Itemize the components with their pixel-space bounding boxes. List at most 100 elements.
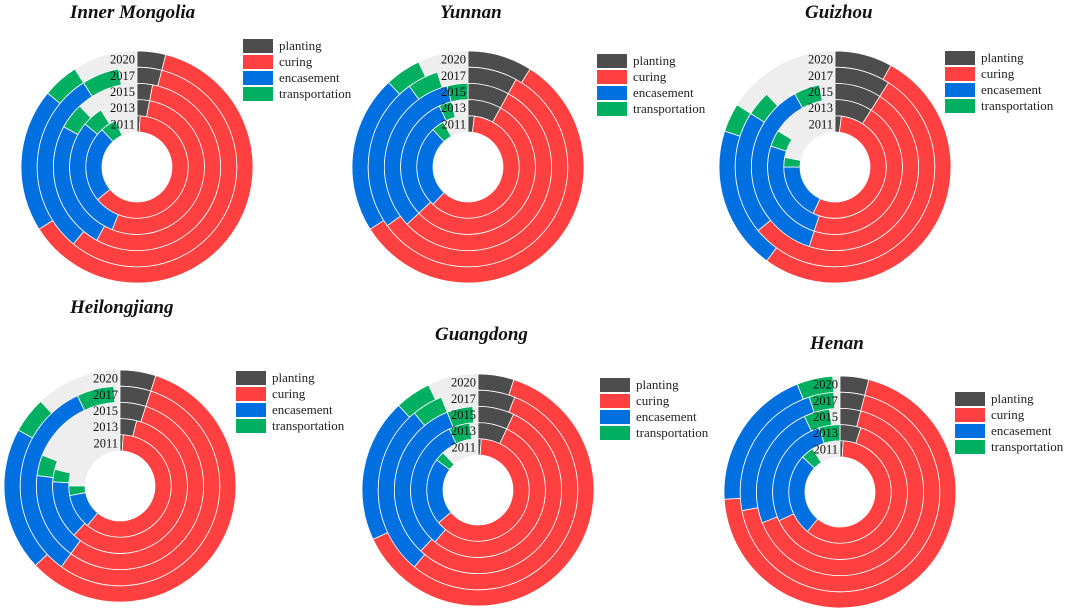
legend-swatch: [600, 378, 630, 392]
legend-item-planting: planting: [600, 377, 708, 393]
legend: planting curing encasement transportation: [600, 377, 708, 441]
year-label: 2011: [110, 117, 135, 131]
year-label: 2020: [441, 53, 466, 67]
legend-swatch: [236, 419, 266, 433]
legend-item-transportation: transportation: [945, 98, 1053, 114]
legend-item-encasement: encasement: [945, 82, 1053, 98]
legend-label: encasement: [981, 82, 1042, 97]
year-label: 2017: [93, 388, 118, 402]
legend-swatch: [236, 403, 266, 417]
legend: planting curing encasement transportation: [236, 370, 344, 434]
year-label: 2013: [813, 426, 838, 440]
legend-swatch: [945, 83, 975, 97]
bar-2011-curing: [96, 115, 189, 219]
legend-swatch: [600, 394, 630, 408]
legend: planting curing encasement transportation: [597, 53, 705, 117]
legend-swatch: [243, 55, 273, 69]
legend-item-encasement: encasement: [243, 70, 351, 86]
legend: planting curing encasement transportation: [243, 38, 351, 102]
legend: planting curing encasement transportation: [945, 50, 1053, 114]
bar-2011-curing: [86, 434, 172, 538]
chart-title: Heilongjiang: [70, 297, 174, 318]
legend-swatch: [955, 424, 985, 438]
legend-label: planting: [636, 377, 679, 392]
legend-label: curing: [272, 386, 306, 401]
year-label: 2020: [93, 372, 118, 386]
legend-item-encasement: encasement: [600, 409, 708, 425]
year-label: 2013: [110, 101, 135, 115]
legend-item-transportation: transportation: [600, 425, 708, 441]
legend-label: encasement: [272, 402, 333, 417]
legend-label: encasement: [991, 423, 1052, 438]
chart-title: Yunnan: [440, 2, 502, 23]
bar-2011-curing: [437, 438, 530, 542]
year-label: 2013: [441, 101, 466, 115]
legend-item-curing: curing: [243, 54, 351, 70]
legend-item-transportation: transportation: [243, 86, 351, 102]
year-label: 2011: [93, 436, 118, 450]
legend-swatch: [955, 408, 985, 422]
year-label: 2011: [813, 442, 838, 456]
chart-title: Henan: [810, 333, 864, 354]
year-label: 2015: [93, 404, 118, 418]
year-label: 2015: [808, 85, 833, 99]
legend-label: encasement: [633, 85, 694, 100]
legend-item-planting: planting: [597, 53, 705, 69]
year-label: 2020: [451, 376, 476, 390]
year-label: 2011: [451, 440, 476, 454]
legend-swatch: [243, 87, 273, 101]
legend-label: curing: [279, 54, 313, 69]
bar-2011-transportation: [432, 121, 452, 143]
legend-item-curing: curing: [955, 407, 1063, 423]
year-label: 2013: [451, 424, 476, 438]
legend-swatch: [236, 371, 266, 385]
year-label: 2017: [813, 394, 838, 408]
legend-label: curing: [991, 407, 1025, 422]
legend-label: planting: [272, 370, 315, 385]
legend-item-transportation: transportation: [236, 418, 344, 434]
bar-2011-transportation: [802, 448, 822, 469]
year-label: 2013: [808, 101, 833, 115]
legend-item-planting: planting: [243, 38, 351, 54]
legend-swatch: [600, 410, 630, 424]
legend-swatch: [600, 426, 630, 440]
legend-label: transportation: [272, 418, 345, 433]
legend-label: encasement: [636, 409, 697, 424]
bar-2011-transportation: [101, 120, 123, 143]
legend-item-curing: curing: [600, 393, 708, 409]
year-label: 2015: [451, 408, 476, 422]
legend-label: curing: [981, 66, 1015, 81]
legend-item-transportation: transportation: [597, 101, 705, 117]
chart-title: Guangdong: [435, 324, 528, 345]
legend-item-curing: curing: [236, 386, 344, 402]
legend-swatch: [597, 70, 627, 84]
legend-item-transportation: transportation: [955, 439, 1063, 455]
legend-label: transportation: [279, 86, 352, 101]
legend-item-curing: curing: [945, 66, 1053, 82]
year-label: 2013: [93, 420, 118, 434]
legend-item-encasement: encasement: [236, 402, 344, 418]
legend-swatch: [597, 102, 627, 116]
year-label: 2020: [110, 53, 135, 67]
legend-swatch: [955, 392, 985, 406]
bar-2011-curing: [432, 115, 520, 219]
legend-label: transportation: [981, 98, 1054, 113]
legend-item-encasement: encasement: [955, 423, 1063, 439]
legend-label: curing: [633, 69, 667, 84]
legend-label: encasement: [279, 70, 340, 85]
bar-2011-transportation: [783, 156, 802, 168]
legend-swatch: [236, 387, 266, 401]
legend-swatch: [945, 51, 975, 65]
year-label: 2020: [813, 378, 838, 392]
legend-label: curing: [636, 393, 670, 408]
year-label: 2015: [441, 85, 466, 99]
legend-item-planting: planting: [945, 50, 1053, 66]
year-label: 2017: [441, 69, 466, 83]
legend-swatch: [243, 71, 273, 85]
legend-swatch: [945, 99, 975, 113]
legend: planting curing encasement transportation: [955, 391, 1063, 455]
